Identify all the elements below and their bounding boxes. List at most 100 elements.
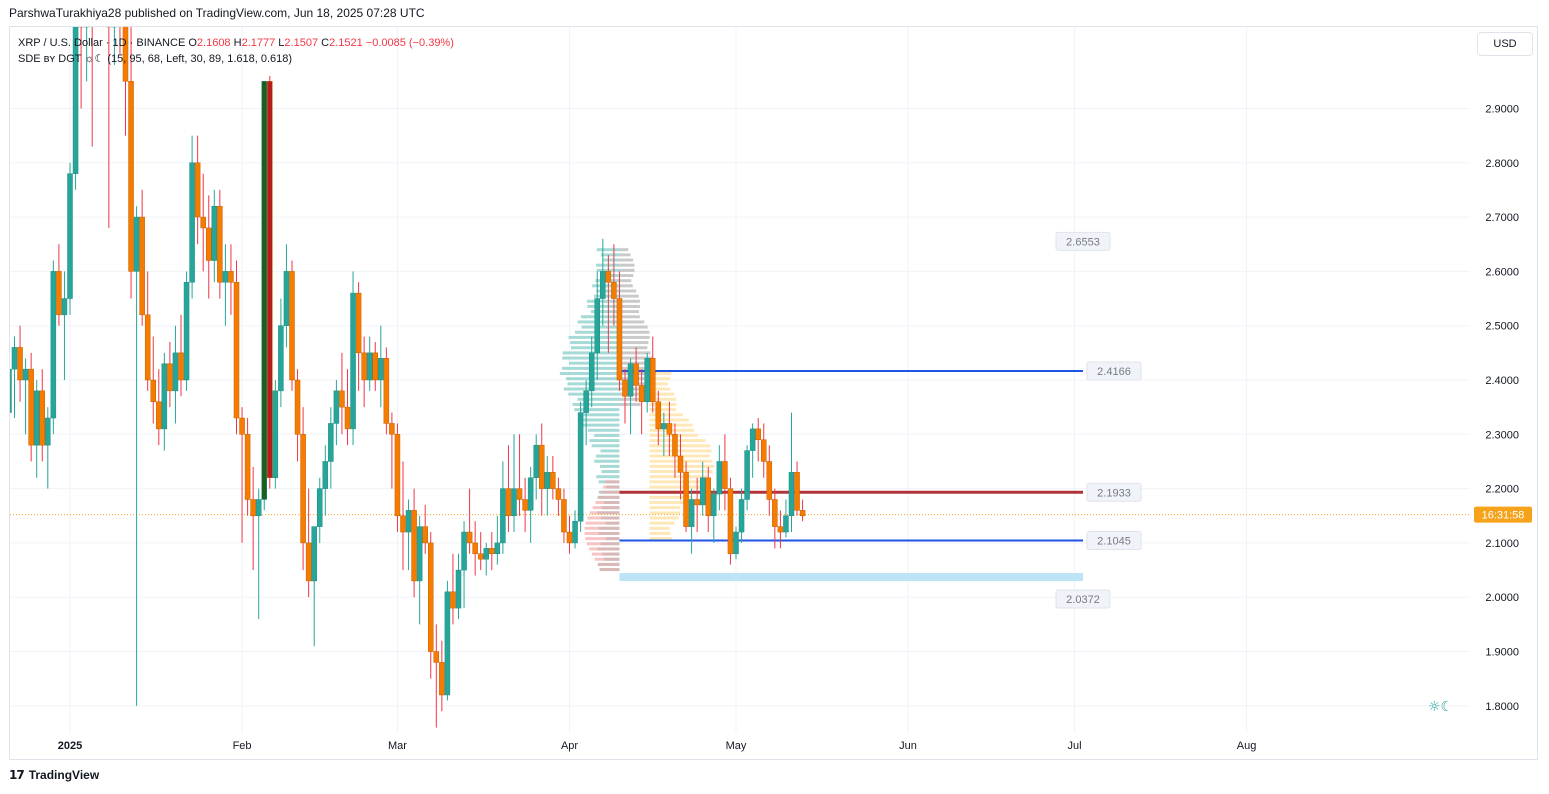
candle-body[interactable]	[61, 298, 68, 316]
candle-body[interactable]	[139, 216, 145, 316]
candle-body[interactable]	[688, 499, 695, 527]
candle-body[interactable]	[644, 358, 650, 402]
candle-body[interactable]	[106, 0, 112, 28]
candle-body[interactable]	[461, 531, 467, 571]
candle-body[interactable]	[28, 368, 34, 446]
candle-body[interactable]	[344, 406, 351, 430]
candle-body[interactable]	[411, 510, 417, 582]
candle-body[interactable]	[650, 358, 656, 402]
candle-body[interactable]	[433, 651, 440, 663]
candle-body[interactable]	[466, 531, 473, 544]
candle-body[interactable]	[200, 216, 206, 229]
candle-body[interactable]	[305, 542, 312, 582]
candle-body[interactable]	[33, 390, 40, 446]
symbol-label[interactable]: XRP / U.S. Dollar · 1D · BINANCE	[18, 37, 186, 49]
candle-body[interactable]	[616, 298, 623, 381]
candle-body[interactable]	[300, 434, 306, 544]
candle-body[interactable]	[611, 281, 617, 299]
candle-body[interactable]	[566, 531, 573, 544]
candle-body[interactable]	[544, 472, 551, 489]
candle-body[interactable]	[11, 347, 18, 370]
candle-body[interactable]	[577, 412, 584, 522]
candle-body[interactable]	[605, 271, 612, 283]
candle-body[interactable]	[22, 368, 29, 381]
candle-body[interactable]	[350, 292, 356, 430]
candle-body[interactable]	[1, 413, 6, 543]
candle-body[interactable]	[655, 401, 662, 430]
candle-body[interactable]	[583, 390, 589, 413]
candle-body[interactable]	[333, 390, 340, 424]
candle-body[interactable]	[555, 488, 562, 500]
candle-body[interactable]	[455, 569, 462, 609]
candle-body[interactable]	[206, 227, 212, 261]
candle-body[interactable]	[111, 0, 118, 28]
candle-body[interactable]	[716, 461, 723, 495]
candle-body[interactable]	[56, 271, 62, 316]
candle-body[interactable]	[672, 434, 678, 457]
candle-body[interactable]	[489, 548, 495, 555]
candle-body[interactable]	[550, 472, 556, 489]
candle-body[interactable]	[694, 499, 700, 506]
candle-body[interactable]	[67, 173, 73, 299]
candle-body[interactable]	[228, 271, 234, 283]
candle-body[interactable]	[516, 488, 523, 500]
candle-body[interactable]	[500, 488, 506, 544]
candle-body[interactable]	[211, 205, 218, 261]
candle-body[interactable]	[622, 379, 628, 397]
candle-body[interactable]	[50, 271, 57, 419]
candle-body[interactable]	[677, 455, 684, 473]
candle-body[interactable]	[72, 0, 79, 174]
candle-body[interactable]	[339, 390, 345, 408]
candle-body[interactable]	[194, 162, 201, 218]
candle-body[interactable]	[167, 363, 173, 392]
candle-body[interactable]	[222, 271, 229, 283]
candle-body[interactable]	[239, 417, 245, 435]
candle-body[interactable]	[772, 499, 778, 527]
candle-body[interactable]	[233, 281, 240, 419]
candle-body[interactable]	[799, 510, 806, 517]
indicator-label[interactable]: SDE ʙʏ DGT ☼☾ (15, 95, 68, Left, 30, 89,…	[18, 53, 293, 65]
candle-body[interactable]	[405, 510, 412, 533]
candle-body[interactable]	[794, 472, 800, 511]
candle-body[interactable]	[17, 347, 23, 381]
candle-body[interactable]	[483, 548, 489, 560]
candle-body[interactable]	[389, 423, 395, 435]
candle-body[interactable]	[378, 358, 384, 381]
candle-body[interactable]	[527, 477, 534, 511]
candle-body[interactable]	[661, 423, 667, 430]
candle-body[interactable]	[422, 526, 428, 544]
candle-body[interactable]	[322, 461, 329, 489]
candle-body[interactable]	[494, 542, 501, 555]
candle-body[interactable]	[428, 542, 434, 652]
candle-body[interactable]	[627, 363, 634, 397]
candle-body[interactable]	[633, 363, 639, 386]
candle-body[interactable]	[761, 439, 767, 462]
candle-body[interactable]	[189, 162, 195, 283]
candle-body[interactable]	[394, 434, 401, 517]
candle-body[interactable]	[311, 526, 317, 582]
candle-body[interactable]	[178, 352, 184, 381]
candle-body[interactable]	[744, 450, 750, 500]
candle-body[interactable]	[783, 515, 789, 533]
candle-body[interactable]	[283, 271, 290, 326]
candle-body[interactable]	[733, 531, 739, 555]
candle-body[interactable]	[738, 499, 745, 533]
candle-body[interactable]	[511, 488, 517, 517]
candle-body[interactable]	[588, 352, 595, 392]
candle-body[interactable]	[6, 368, 12, 413]
candle-body[interactable]	[766, 461, 773, 500]
candle-body[interactable]	[156, 401, 162, 430]
candle-body[interactable]	[788, 472, 795, 517]
candle-body[interactable]	[289, 271, 295, 381]
candle-body[interactable]	[161, 363, 168, 430]
candle-body[interactable]	[711, 493, 717, 517]
footer-brand[interactable]: 𝟭𝟳 TradingView	[9, 768, 99, 782]
candle-body[interactable]	[183, 281, 190, 381]
candle-body[interactable]	[450, 591, 456, 609]
candle-body[interactable]	[144, 314, 151, 381]
candle-body[interactable]	[172, 352, 179, 392]
candle-body[interactable]	[416, 526, 423, 582]
candle-body[interactable]	[699, 477, 706, 506]
candle-body[interactable]	[400, 515, 406, 533]
